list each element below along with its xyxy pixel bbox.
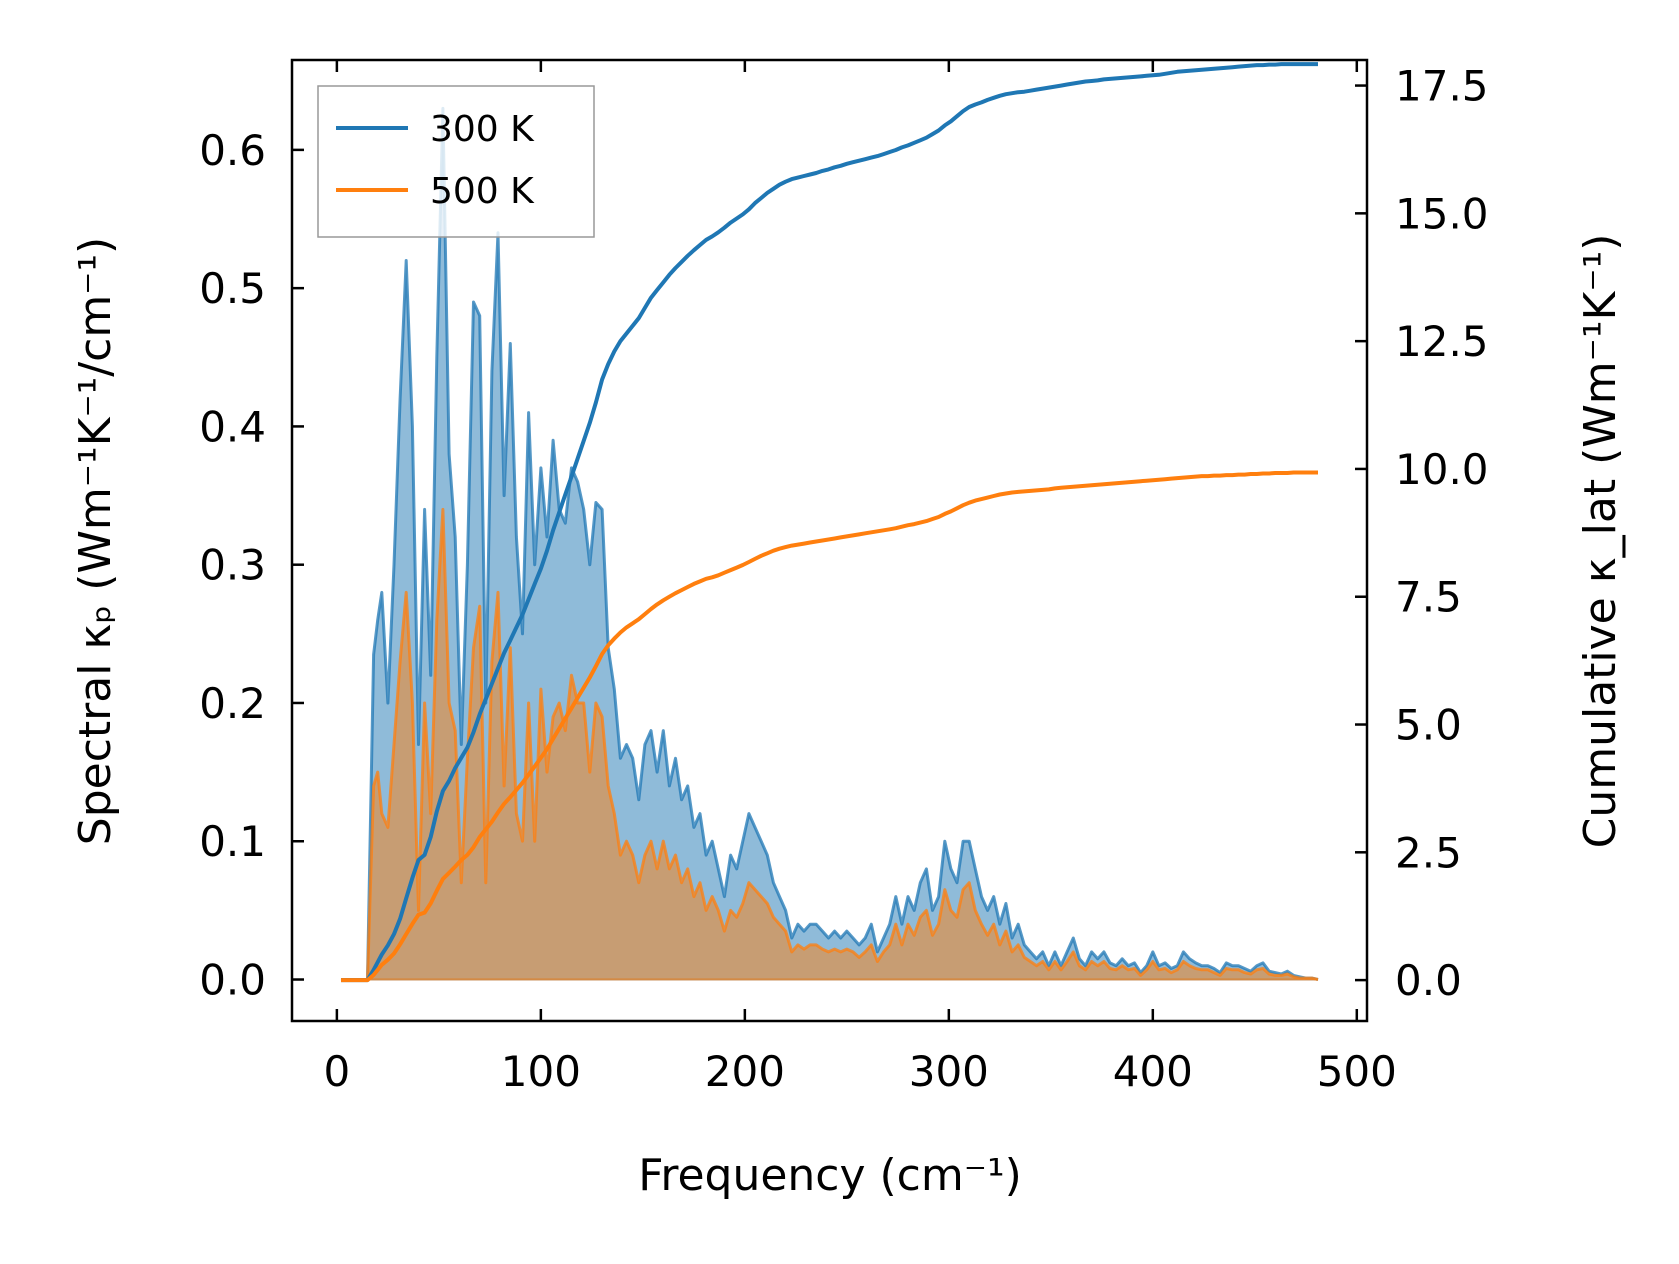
y-tick-label-left: 0.1 bbox=[199, 817, 266, 866]
legend-box bbox=[317, 85, 595, 238]
spectral-line-500k bbox=[341, 507, 1319, 981]
y-tick-label-right: 15.0 bbox=[1395, 189, 1489, 238]
x-tick-label: 0 bbox=[324, 1047, 351, 1096]
y-tick-label-left: 0.3 bbox=[199, 541, 266, 590]
legend-label-300k: 300 K bbox=[430, 109, 535, 150]
cumulative-line-500k bbox=[341, 470, 1318, 983]
plot-frame bbox=[290, 58, 1369, 1023]
y-tick-label-left: 0.2 bbox=[199, 679, 266, 728]
legend-label-500k: 500 K bbox=[430, 171, 535, 212]
y-tick-label-right: 17.5 bbox=[1395, 62, 1489, 111]
y-tick-label-right: 5.0 bbox=[1395, 701, 1462, 750]
y-tick-label-left: 0.4 bbox=[199, 402, 266, 451]
y-tick-label-right: 12.5 bbox=[1395, 317, 1489, 366]
x-tick-label: 200 bbox=[705, 1047, 785, 1096]
spectral-area-500k bbox=[341, 509, 1318, 980]
y-axis-label-right: Cumulative κ_lat (Wm⁻¹K⁻¹) bbox=[1575, 234, 1626, 849]
cumulative-line-300k bbox=[341, 62, 1318, 983]
y-axis-label-left: Spectral κₚ (Wm⁻¹K⁻¹/cm⁻¹) bbox=[70, 237, 121, 845]
y-tick-label-right: 2.5 bbox=[1395, 828, 1462, 877]
y-tick-label-right: 7.5 bbox=[1395, 573, 1462, 622]
x-axis-label: Frequency (cm⁻¹) bbox=[638, 1150, 1022, 1201]
y-tick-label-right: 10.0 bbox=[1395, 445, 1489, 494]
legend: 300 K 500 K bbox=[317, 85, 595, 238]
y-tick-label-left: 0.6 bbox=[199, 126, 266, 175]
y-tick-label-left: 0.5 bbox=[199, 264, 266, 313]
spectral-line-300k bbox=[341, 106, 1319, 981]
x-tick-label: 100 bbox=[501, 1047, 581, 1096]
x-tick-label: 500 bbox=[1317, 1047, 1397, 1096]
y-tick-label-left: 0.0 bbox=[199, 956, 266, 1005]
x-tick-label: 300 bbox=[909, 1047, 989, 1096]
y-tick-label-right: 0.0 bbox=[1395, 956, 1462, 1005]
x-tick-label: 400 bbox=[1113, 1047, 1193, 1096]
